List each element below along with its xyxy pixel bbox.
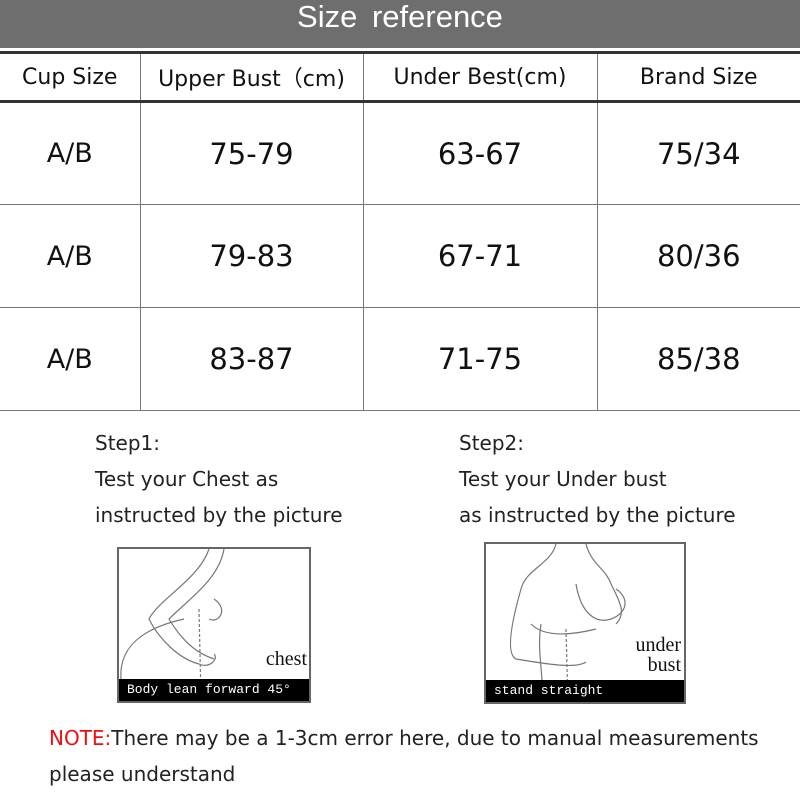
- cell: 63-67: [362, 101, 598, 205]
- note-text: There may be a 1-3cm error here, due to …: [111, 726, 759, 750]
- chest-label: chest: [265, 648, 307, 670]
- header-cell: Upper Bust（cm): [139, 51, 364, 103]
- step2-line1: Test your Under bust: [459, 467, 667, 491]
- table-row: A/B 83-87 71-75 85/38: [0, 307, 800, 411]
- step1-heading: Step1:: [95, 431, 160, 455]
- under-bust-label: under bust: [635, 635, 681, 675]
- header-cell: Brand Size: [596, 51, 800, 103]
- chest-caption: Body lean forward 45°: [119, 679, 309, 701]
- cell: 71-75: [362, 307, 598, 411]
- under-bust-caption: stand straight: [486, 680, 684, 702]
- step2-line2: as instructed by the picture: [459, 503, 736, 527]
- step1-line1: Test your Chest as: [95, 467, 279, 491]
- cell: 75/34: [596, 101, 800, 205]
- cell: 80/36: [596, 204, 800, 308]
- cell: A/B: [0, 101, 141, 205]
- cell: 83-87: [139, 307, 364, 411]
- cell: A/B: [0, 204, 141, 308]
- cell: 79-83: [139, 204, 364, 308]
- step2-heading: Step2:: [459, 431, 524, 455]
- bust-label: bust: [647, 654, 681, 676]
- header-cell: Cup Size: [0, 51, 141, 103]
- cell: 67-71: [362, 204, 598, 308]
- table-row: A/B 75-79 63-67 75/34: [0, 101, 800, 205]
- table-header-row: Cup Size Upper Bust（cm) Under Best(cm) B…: [0, 51, 800, 103]
- note-prefix: NOTE:: [49, 726, 112, 750]
- cell: A/B: [0, 307, 141, 411]
- header-cell: Under Best(cm): [362, 51, 598, 103]
- note: NOTE:There may be a 1-3cm error here, du…: [49, 720, 759, 792]
- cell: 85/38: [596, 307, 800, 411]
- size-table: Cup Size Upper Bust（cm) Under Best(cm) B…: [0, 51, 800, 411]
- note-line2: please understand: [49, 762, 236, 786]
- cell: 75-79: [139, 101, 364, 205]
- step1-line2: instructed by the picture: [95, 503, 343, 527]
- table-row: A/B 79-83 67-71 80/36: [0, 204, 800, 308]
- step1-text: Step1: Test your Chest as instructed by …: [95, 425, 343, 533]
- under-label: under: [635, 634, 681, 656]
- step2-text: Step2: Test your Under bust as instructe…: [459, 425, 736, 533]
- chest-measure-illustration: chest Body lean forward 45°: [117, 547, 311, 703]
- title-banner: Size reference: [0, 0, 800, 48]
- title: Size reference: [297, 0, 503, 34]
- under-bust-measure-illustration: under bust stand straight: [484, 542, 686, 704]
